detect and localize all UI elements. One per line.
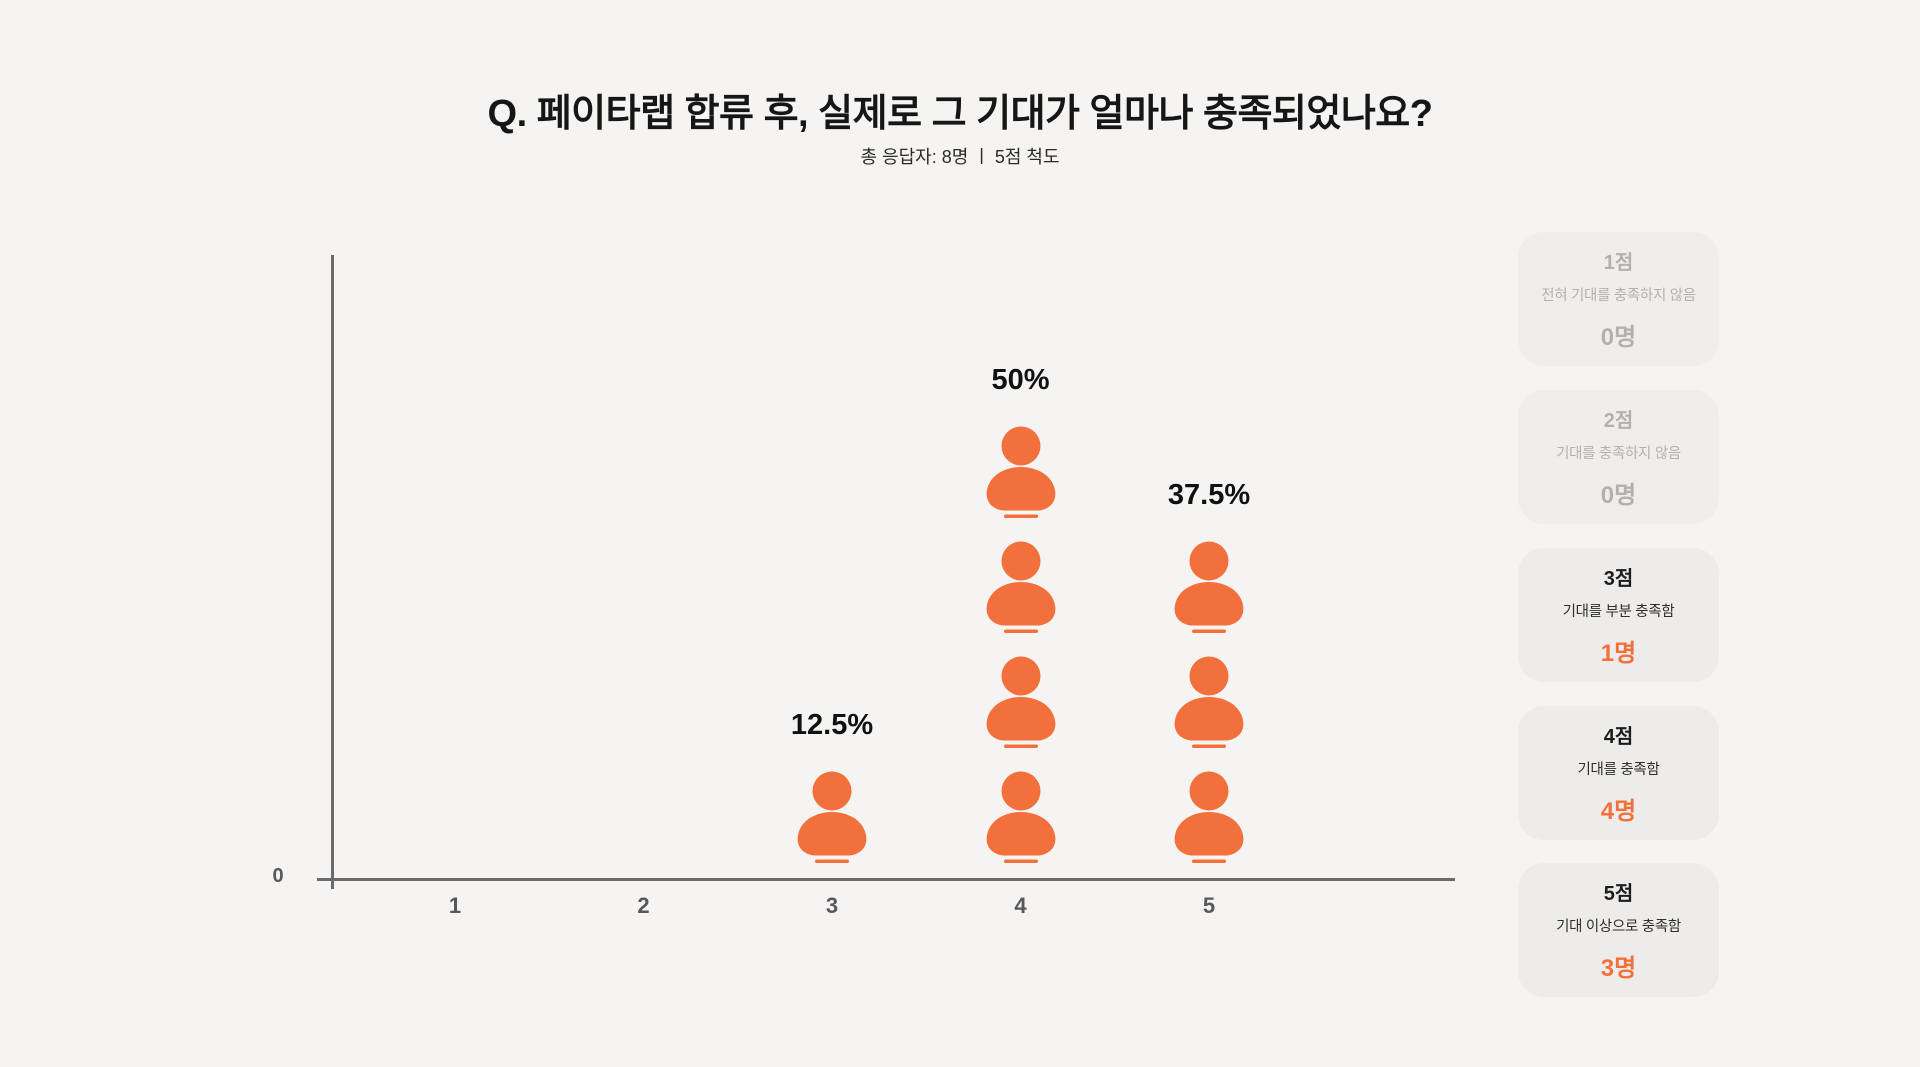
x-tick-label-5: 5: [1202, 893, 1216, 918]
score-card-title: 2점: [1603, 410, 1634, 432]
person-icon: [982, 656, 1060, 748]
y-axis-zero-label: 0: [272, 865, 284, 887]
score-card-2: 2점 기대를 충족하지 않음 0명: [1518, 390, 1719, 524]
x-tick-label-3: 3: [825, 893, 839, 918]
person-icon: [982, 426, 1060, 518]
score-card-count: 1명: [1600, 640, 1637, 667]
x-axis-line: [317, 878, 1455, 881]
page-subtitle: 총 응답자: 8명 ㅣ 5점 척도: [860, 147, 1060, 167]
pictogram-column-4: [982, 426, 1060, 863]
score-card-count: 0명: [1600, 482, 1637, 509]
pictogram-column-3: [793, 771, 871, 863]
score-card-description: 기대를 부분 충족함: [1562, 604, 1675, 620]
score-card-count: 3명: [1600, 955, 1637, 982]
x-tick-label-2: 2: [637, 893, 650, 918]
score-card-description: 기대를 충족하지 않음: [1556, 446, 1681, 462]
score-card-count: 4명: [1600, 798, 1637, 825]
score-card-description: 기대 이상으로 충족함: [1556, 919, 1681, 935]
score-card-title: 4점: [1603, 726, 1634, 748]
score-card-title: 3점: [1603, 568, 1634, 590]
person-icon: [1170, 771, 1248, 863]
score-card-description: 기대를 충족함: [1577, 762, 1660, 778]
score-card-4: 4점 기대를 충족함 4명: [1518, 706, 1719, 840]
x-tick-label-4: 4: [1014, 893, 1027, 918]
score-card-title: 1점: [1603, 252, 1634, 274]
person-icon: [982, 541, 1060, 633]
person-icon: [1170, 656, 1248, 748]
percent-label-4: 50%: [991, 364, 1050, 396]
score-card-1: 1점 전혀 기대를 충족하지 않음 0명: [1518, 232, 1719, 366]
score-card-5: 5점 기대 이상으로 충족함 3명: [1518, 863, 1719, 997]
percent-label-3: 12.5%: [790, 709, 874, 741]
person-icon: [982, 771, 1060, 863]
page-title: Q. 페이타랩 합류 후, 실제로 그 기대가 얼마나 충족되었나요?: [487, 93, 1433, 135]
person-icon: [793, 771, 871, 863]
score-card-description: 전혀 기대를 충족하지 않음: [1541, 288, 1696, 304]
score-card-count: 0명: [1600, 324, 1637, 351]
person-icon: [1170, 541, 1248, 633]
pictogram-column-5: [1170, 541, 1248, 863]
y-axis-line: [331, 255, 334, 889]
score-card-3: 3점 기대를 부분 충족함 1명: [1518, 548, 1719, 682]
x-tick-label-1: 1: [448, 893, 462, 918]
score-card-title: 5점: [1603, 883, 1634, 905]
percent-label-5: 37.5%: [1167, 479, 1251, 511]
